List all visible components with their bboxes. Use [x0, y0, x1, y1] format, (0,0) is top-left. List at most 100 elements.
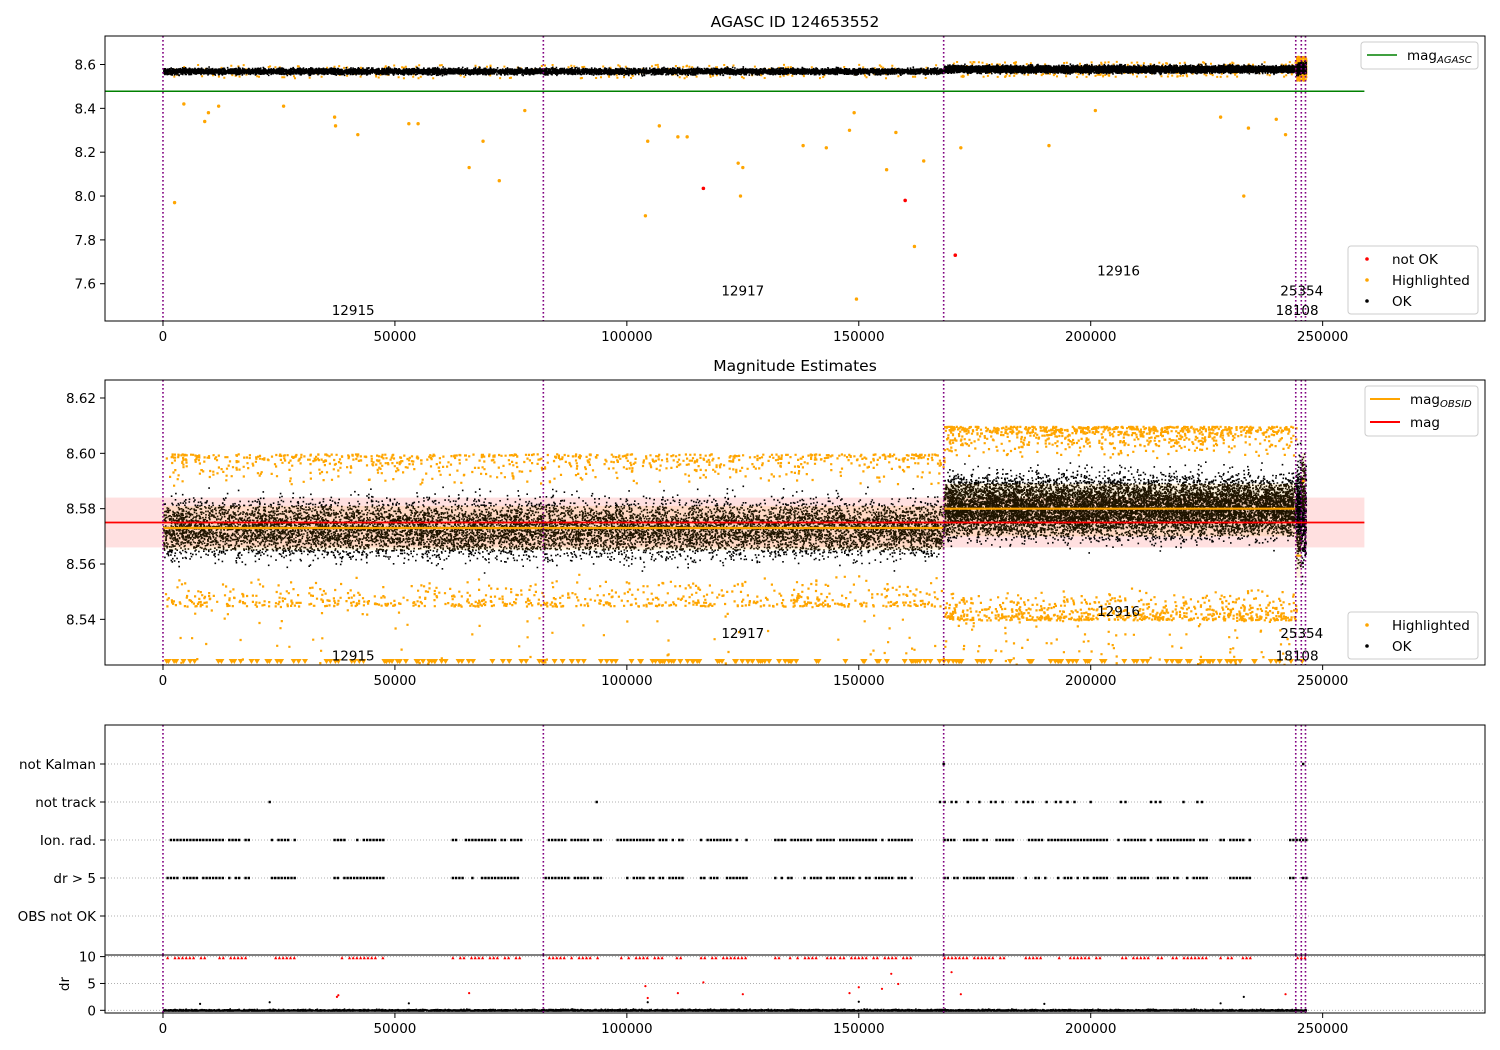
clipped-dr-marker — [166, 956, 1307, 960]
highlighted-point — [852, 111, 856, 115]
x-tick-label: 200000 — [1065, 1021, 1117, 1037]
x-tick-label: 0 — [159, 1021, 168, 1037]
x-tick-label: 100000 — [601, 1021, 653, 1037]
highlighted-point — [1047, 143, 1051, 148]
legend-label: OK — [1392, 294, 1413, 310]
obs-label: 25354 — [1280, 626, 1323, 642]
high-dr-point — [1284, 993, 1287, 996]
highlighted-point — [922, 159, 926, 163]
not-ok-point — [701, 186, 706, 191]
mid-axes-frame — [104, 379, 1486, 666]
high-dr-point — [959, 993, 962, 996]
highlighted-point — [1274, 117, 1278, 122]
highlighted-point — [1093, 108, 1098, 113]
y-tick-label: 10 — [79, 950, 96, 966]
obs-label: 25354 — [1280, 283, 1323, 299]
high-dr-point — [950, 971, 953, 974]
highlighted-point — [203, 119, 207, 124]
highlighted-point — [676, 135, 680, 139]
flag-points-ion-rad- — [169, 838, 1308, 842]
legend-box — [1360, 41, 1479, 70]
x-tick-label: 200000 — [1065, 329, 1117, 345]
highlighted-point — [1283, 132, 1288, 137]
ok-dr-point — [1043, 1002, 1046, 1005]
highlighted-point-cluster — [943, 425, 1298, 665]
highlighted-point — [738, 194, 743, 198]
highlighted-point — [824, 146, 829, 150]
category-label: Ion. rad. — [40, 833, 96, 849]
ok-dr-points — [163, 1008, 1308, 1012]
plot-area-mid: 12915 12917 12916 25354 18108 — [105, 380, 1365, 665]
highlighted-point — [854, 297, 859, 301]
legend-box — [1347, 611, 1479, 660]
top-axes-frame — [104, 35, 1486, 322]
legend-label: Highlighted — [1392, 273, 1470, 289]
high-dr-point — [741, 993, 744, 996]
y-tick-label: 8.6 — [75, 58, 96, 74]
ok-dr-point — [268, 1001, 271, 1004]
flag-points-dr-5 — [166, 876, 1308, 880]
not-ok-point — [953, 253, 958, 258]
legend-label: OK — [1392, 639, 1413, 655]
ok-point-cluster — [943, 461, 1298, 554]
ok-dr-point — [198, 1002, 202, 1005]
y-tick-label: 8.56 — [66, 557, 96, 573]
x-tick-label: 150000 — [833, 673, 885, 689]
highlighted-point-cluster — [167, 63, 943, 80]
y-tick-label: 8.60 — [66, 446, 96, 462]
obs-label: 12917 — [721, 283, 764, 299]
ok-dr-point — [857, 1000, 860, 1003]
category-label: OBS not OK — [18, 909, 98, 925]
highlighted-point — [356, 132, 360, 137]
obsid-mag-band — [943, 483, 1296, 537]
clipped-highlighted-marker — [163, 659, 1306, 664]
highlighted-point — [1218, 115, 1223, 119]
highlighted-point — [657, 124, 662, 128]
y-tick-label: 5 — [87, 976, 96, 992]
legend-marker — [1365, 278, 1369, 282]
high-dr-point — [880, 987, 884, 990]
plot-area-dr — [105, 955, 1485, 1013]
y-tick-label: 8.54 — [66, 612, 96, 628]
x-tick-label: 50000 — [373, 1021, 416, 1037]
y-tick-label: 0 — [87, 1003, 96, 1019]
highlighted-point — [497, 178, 501, 183]
legend-lines: magAGASC — [1360, 41, 1479, 70]
x-tick-label: 250000 — [1297, 673, 1349, 689]
high-dr-point — [644, 985, 647, 988]
dr-axes-frame — [104, 954, 1486, 1014]
highlighted-point — [959, 146, 963, 150]
highlighted-point — [801, 143, 805, 148]
high-dr-point — [848, 992, 851, 995]
y-tick-label: 7.6 — [75, 277, 96, 293]
ok-dr-point — [1242, 995, 1245, 998]
y-tick-label: 8.0 — [75, 189, 96, 205]
x-tick-label: 100000 — [601, 673, 653, 689]
highlighted-point — [736, 161, 740, 165]
highlighted-point — [206, 111, 211, 115]
highlighted-point — [333, 124, 338, 128]
highlighted-point — [646, 139, 650, 143]
highlighted-point — [741, 165, 745, 170]
highlighted-point — [1246, 126, 1251, 130]
chart-title: Magnitude Estimates — [713, 357, 877, 375]
x-tick-label: 0 — [159, 673, 168, 689]
highlighted-point — [685, 135, 689, 139]
chart-title: AGASC ID 124653552 — [711, 13, 880, 31]
legend-marker — [1365, 644, 1369, 648]
y-tick-label: 8.62 — [66, 391, 96, 407]
legend-marker — [1365, 299, 1369, 303]
highlighted-point — [182, 102, 186, 106]
highlighted-point — [481, 139, 485, 143]
legend-label-main: mag — [1407, 48, 1437, 64]
obs-label: 18108 — [1276, 648, 1319, 664]
ok-dr-point — [646, 1001, 649, 1004]
x-tick-label: 200000 — [1065, 673, 1117, 689]
highlighted-point — [172, 200, 177, 205]
legend-label-main: mag — [1410, 415, 1440, 431]
y-tick-label: 8.2 — [75, 145, 96, 161]
x-tick-label: 150000 — [833, 329, 885, 345]
legend-markers: Highlighted OK — [1347, 611, 1479, 660]
category-label: not Kalman — [19, 757, 96, 773]
